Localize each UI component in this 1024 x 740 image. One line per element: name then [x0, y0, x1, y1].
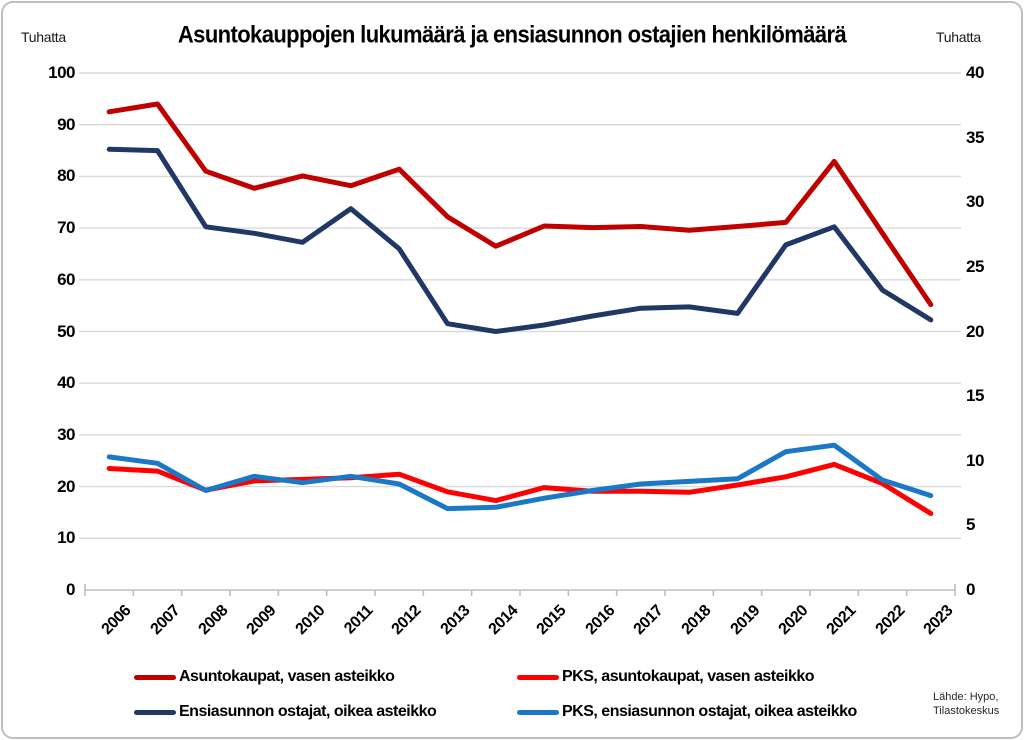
- right-axis-tick-label: 5: [966, 515, 975, 535]
- legend-item-ensiasunnon-ostajat: Ensiasunnon ostajat, oikea asteikko: [134, 703, 437, 721]
- series-line-3: [106, 442, 934, 512]
- left-axis-tick-label: 30: [57, 424, 75, 444]
- left-axis-tick-label: 100: [48, 63, 75, 82]
- legend-label: Asuntokaupat, vasen asteikko: [179, 668, 395, 685]
- source-note: Lähde: Hypo, Tilastokeskus: [933, 690, 1013, 718]
- legend-label: Ensiasunnon ostajat, oikea asteikko: [179, 703, 437, 720]
- chart-title: Asuntokauppojen lukumäärä ja ensiasunnon…: [177, 20, 847, 48]
- left-axis-tick-label: 70: [57, 218, 75, 238]
- source-line-2: Tilastokeskus: [933, 705, 1000, 717]
- right-axis-tick-label: 10: [966, 450, 984, 470]
- source-line-1: Lähde: Hypo,: [933, 691, 999, 703]
- left-axis-tick-label: 50: [57, 321, 75, 341]
- legend-label: PKS, ensiasunnon ostajat, oikea asteikko: [562, 703, 857, 720]
- legend-item-asuntokaupat: Asuntokaupat, vasen asteikko: [134, 668, 395, 686]
- series-line-2: [106, 146, 934, 334]
- left-axis-tick-label: 10: [57, 528, 75, 548]
- right-axis-tick-label: 30: [966, 192, 984, 212]
- left-axis-tick-label: 80: [57, 166, 75, 186]
- left-axis-tick-label: 90: [57, 114, 75, 134]
- right-axis-tick-label: 40: [966, 63, 984, 82]
- left-axis-tick-label: 0: [66, 580, 75, 599]
- right-axis-tick-label: 0: [966, 580, 975, 599]
- left-axis-tick-label: 40: [57, 373, 75, 393]
- right-axis-tick-label: 35: [966, 127, 984, 147]
- legend-item-pks-ensiasunnon-ostajat: PKS, ensiasunnon ostajat, oikea asteikko: [517, 703, 857, 721]
- legend-marker-darkred-line: [134, 674, 176, 680]
- legend-marker-lightblue-line: [517, 709, 559, 715]
- legend-item-pks-asuntokaupat: PKS, asuntokaupat, vasen asteikko: [517, 668, 815, 686]
- right-axis-tick-label: 25: [966, 256, 984, 276]
- left-axis-tick-label: 20: [57, 476, 75, 496]
- right-axis-tick-label: 20: [966, 321, 984, 341]
- right-axis-tick-label: 15: [966, 386, 984, 406]
- series-line-0: [106, 101, 934, 308]
- series-line-1: [106, 461, 934, 516]
- left-axis-unit-label: Tuhatta: [21, 29, 66, 45]
- legend-marker-navy-line: [134, 709, 176, 715]
- legend-label: PKS, asuntokaupat, vasen asteikko: [562, 668, 815, 685]
- left-axis-tick-label: 60: [57, 269, 75, 289]
- legend-marker-red-line: [517, 674, 559, 680]
- right-axis-unit-label: Tuhatta: [936, 29, 981, 45]
